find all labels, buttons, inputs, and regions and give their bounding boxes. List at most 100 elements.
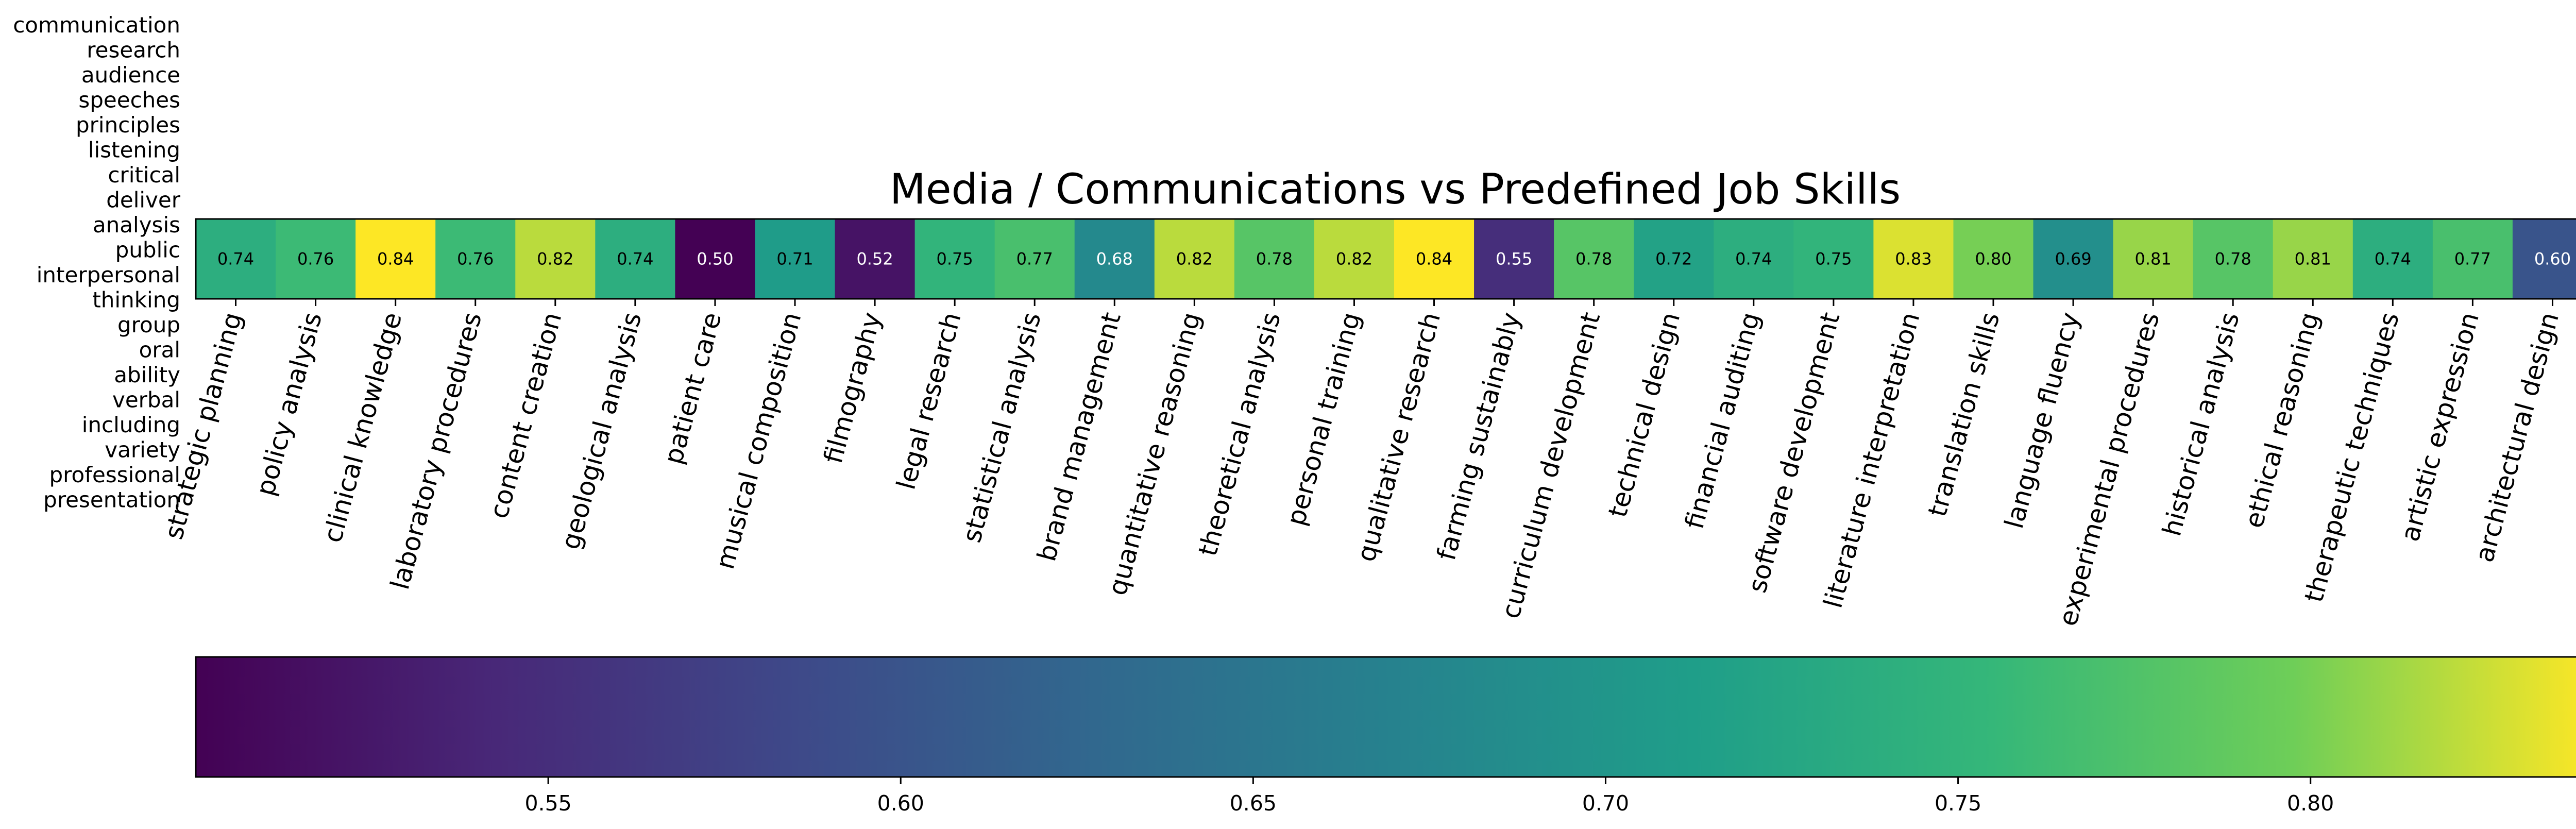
colorbar-tick-label: 0.55 xyxy=(524,791,571,816)
cell-value-label: 0.72 xyxy=(1655,249,1692,269)
side-word: research xyxy=(87,38,180,63)
x-axis-ticks: strategic planning policy analysisclinica… xyxy=(159,299,2565,629)
heatmap-cell xyxy=(1314,219,1395,299)
cell-value-label: 0.84 xyxy=(377,249,414,269)
side-word: critical xyxy=(108,162,180,188)
x-tick-label: qualitative research xyxy=(1351,309,1446,565)
heatmap-frame xyxy=(195,218,2576,300)
x-tick-label: farming sustainably xyxy=(1431,309,1526,563)
heatmap-cell xyxy=(2432,219,2513,299)
cell-value-label: 0.81 xyxy=(2135,249,2172,269)
heatmap-cell xyxy=(1234,219,1315,299)
heatmap-cell xyxy=(355,219,436,299)
cell-value-label: 0.55 xyxy=(1496,249,1532,269)
x-tick-label: technical design xyxy=(1602,309,1686,520)
heatmap-cell xyxy=(2273,219,2353,299)
x-tick-label: brand management xyxy=(1031,309,1127,564)
x-tick-label: theoretical analysis xyxy=(1193,309,1286,559)
cell-value-label: 0.84 xyxy=(1416,249,1452,269)
side-word: public xyxy=(115,238,180,263)
side-word: oral xyxy=(139,337,180,363)
heatmap-cell xyxy=(1634,219,1714,299)
heatmap-cell xyxy=(1394,219,1475,299)
heatmap-cell xyxy=(2113,219,2194,299)
heatmap-cell xyxy=(2352,219,2433,299)
cell-value-label: 0.76 xyxy=(457,249,494,269)
heatmap-cell xyxy=(2193,219,2274,299)
side-word: thinking xyxy=(92,287,180,313)
side-word: ability xyxy=(114,362,180,387)
cell-value-label: 0.74 xyxy=(1735,249,1772,269)
heatmap-cell xyxy=(1074,219,1155,299)
x-tick-label: geological analysis xyxy=(555,309,648,552)
heatmap-cell xyxy=(994,219,1075,299)
side-word: variety xyxy=(105,437,180,463)
side-word: group xyxy=(117,312,180,337)
side-word: speeches xyxy=(78,88,180,113)
cell-value-label: 0.77 xyxy=(2454,249,2491,269)
heatmap-cell xyxy=(914,219,995,299)
cell-value-label: 0.74 xyxy=(217,249,254,269)
cell-value-label: 0.74 xyxy=(2375,249,2411,269)
heatmap-cell xyxy=(755,219,836,299)
heatmap-cell xyxy=(1154,219,1235,299)
cell-value-label: 0.82 xyxy=(1336,249,1372,269)
cell-value-label: 0.50 xyxy=(697,249,733,269)
cell-value-label: 0.52 xyxy=(856,249,893,269)
x-tick-label: ethical reasoning xyxy=(2239,309,2325,531)
x-tick-label: musical composition xyxy=(710,309,807,572)
cell-value-label: 0.76 xyxy=(297,249,334,269)
heatmap-cell xyxy=(276,219,356,299)
colorbar-tick-label: 0.80 xyxy=(2287,791,2334,816)
cell-value-label: 0.78 xyxy=(1575,249,1612,269)
x-tick-label: legal research xyxy=(891,309,967,493)
heatmap-cell xyxy=(1953,219,2034,299)
side-word: including xyxy=(82,412,180,437)
heatmap-cell xyxy=(2512,219,2576,299)
cell-value-label: 0.69 xyxy=(2055,249,2091,269)
cell-value-label: 0.77 xyxy=(1016,249,1053,269)
heatmap-cell xyxy=(595,219,675,299)
cell-value-label: 0.60 xyxy=(2534,249,2571,269)
x-tick-label: patient care xyxy=(658,309,727,467)
heatmap-cell xyxy=(515,219,596,299)
side-word: audience xyxy=(81,62,180,88)
side-word-list: communicationresearchaudiencespeechespri… xyxy=(13,12,181,513)
heatmap-cells: 0.74 0.76 0.84 0.76 0.82 0.74 0.50 0.71 0.52 0.75… xyxy=(196,219,2576,299)
side-word: presentation xyxy=(43,487,180,513)
heatmap-cell xyxy=(835,219,916,299)
colorbar-tick-label: 0.60 xyxy=(877,791,924,816)
heatmap-cell xyxy=(2033,219,2114,299)
x-tick-label: statistical analysis xyxy=(957,309,1047,546)
x-tick-label: language fluency xyxy=(1999,309,2086,532)
x-tick-label: artistic expression xyxy=(2395,309,2485,545)
cell-value-label: 0.83 xyxy=(1895,249,1931,269)
heatmap-cell xyxy=(1714,219,1794,299)
heatmap-cell xyxy=(1873,219,1954,299)
x-tick-label: quantitative reasoning xyxy=(1102,309,1206,598)
side-word: listening xyxy=(88,138,180,163)
heatmap-cell xyxy=(196,219,276,299)
x-tick-label: policy analysis xyxy=(250,309,328,499)
cell-value-label: 0.81 xyxy=(2295,249,2331,269)
side-word: communication xyxy=(13,12,180,38)
chart-title: Media / Communications vs Predefined Job… xyxy=(890,165,1901,214)
side-word: professional xyxy=(49,462,180,487)
x-tick-label: content creation xyxy=(484,309,568,521)
colorbar xyxy=(195,656,2576,778)
x-tick-label: filmography xyxy=(818,309,887,466)
heatmap-cell xyxy=(1474,219,1554,299)
heatmap-cell xyxy=(1554,219,1634,299)
x-tick-label: personal training xyxy=(1281,309,1366,529)
colorbar-tick-label: 0.65 xyxy=(1230,791,1277,816)
cell-value-label: 0.78 xyxy=(2215,249,2251,269)
side-word: principles xyxy=(76,112,180,138)
heatmap-cell xyxy=(435,219,516,299)
heatmap-cell xyxy=(1793,219,1874,299)
cell-value-label: 0.75 xyxy=(1815,249,1852,269)
cell-value-label: 0.68 xyxy=(1096,249,1133,269)
side-word: interpersonal xyxy=(37,262,180,287)
x-tick-label: historical analysis xyxy=(2157,309,2245,539)
x-tick-label: architectural design xyxy=(2469,309,2565,565)
